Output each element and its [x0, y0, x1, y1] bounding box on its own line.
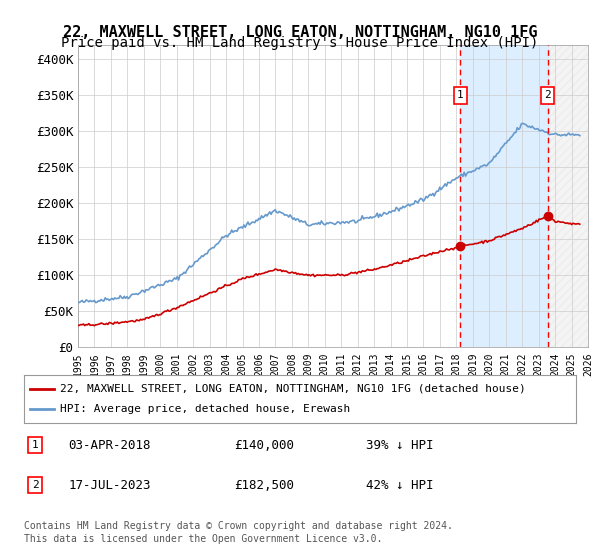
Text: HPI: Average price, detached house, Erewash: HPI: Average price, detached house, Erew…	[60, 404, 350, 414]
Text: 2: 2	[544, 90, 551, 100]
Text: Contains HM Land Registry data © Crown copyright and database right 2024.: Contains HM Land Registry data © Crown c…	[24, 521, 453, 531]
Bar	[460, 45, 548, 347]
Text: 03-APR-2018: 03-APR-2018	[68, 438, 151, 451]
Text: 1: 1	[457, 90, 464, 100]
Text: This data is licensed under the Open Government Licence v3.0.: This data is licensed under the Open Gov…	[24, 534, 382, 544]
Text: 22, MAXWELL STREET, LONG EATON, NOTTINGHAM, NG10 1FG: 22, MAXWELL STREET, LONG EATON, NOTTINGH…	[63, 25, 537, 40]
Text: £182,500: £182,500	[234, 479, 294, 492]
Text: 1: 1	[32, 440, 38, 450]
Text: 42% ↓ HPI: 42% ↓ HPI	[366, 479, 434, 492]
Text: 39% ↓ HPI: 39% ↓ HPI	[366, 438, 434, 451]
Text: £140,000: £140,000	[234, 438, 294, 451]
Text: Price paid vs. HM Land Registry's House Price Index (HPI): Price paid vs. HM Land Registry's House …	[61, 36, 539, 50]
Text: 17-JUL-2023: 17-JUL-2023	[68, 479, 151, 492]
Text: 22, MAXWELL STREET, LONG EATON, NOTTINGHAM, NG10 1FG (detached house): 22, MAXWELL STREET, LONG EATON, NOTTINGH…	[60, 384, 526, 394]
Text: 2: 2	[32, 480, 38, 490]
Bar	[548, 45, 588, 347]
